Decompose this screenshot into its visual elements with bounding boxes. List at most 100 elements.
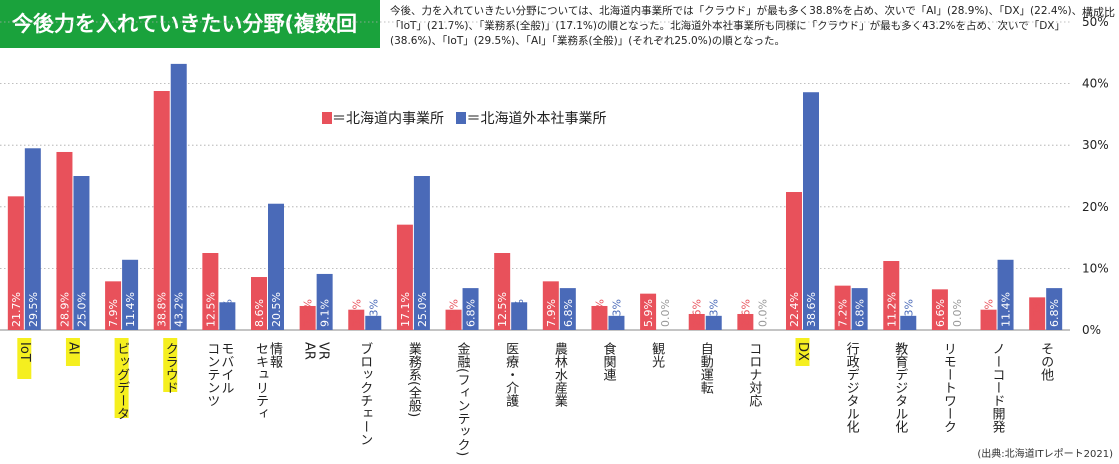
bar-series2 (365, 315, 382, 330)
value-label: 4.5% (221, 299, 234, 327)
source-note: (出典:北海道ITレポート2021) (977, 449, 1113, 460)
value-label: 6.8% (465, 299, 478, 327)
category-label: モバイル (218, 342, 234, 394)
bar-series1 (591, 305, 608, 330)
category-label: 自動運転 (698, 342, 714, 395)
bar-series1 (396, 224, 413, 330)
category-highlight (163, 338, 178, 392)
value-label: 3.3% (350, 299, 363, 327)
category-highlight (795, 338, 810, 366)
y-tick-label: 20% (1082, 200, 1109, 214)
bar-series2 (316, 273, 333, 330)
bar-series1 (688, 313, 705, 330)
value-label: 17.1% (399, 292, 412, 327)
value-label: 3.3% (983, 299, 996, 327)
category-label: DX (795, 342, 810, 361)
value-label: 9.1% (319, 299, 332, 327)
legend-label-series1: ＝北海道内事業所 (332, 111, 444, 127)
category-label: VR (316, 342, 331, 360)
category-highlight (65, 338, 80, 366)
category-label: ビッグデータ (114, 342, 130, 420)
category-label: AI (65, 342, 80, 355)
value-label: 12.5% (496, 292, 509, 327)
legend-swatch-series2 (456, 112, 467, 124)
value-label: 6.8% (854, 299, 867, 327)
category-label: ブロックチェーン (357, 341, 372, 446)
value-label: 5.9% (642, 299, 655, 327)
bar-series1 (251, 277, 267, 330)
category-label: 食関連 (600, 341, 616, 382)
bar-series2 (851, 288, 868, 330)
value-label: 11.4% (124, 292, 137, 327)
bar-series1 (737, 313, 754, 330)
category-label: クラウド (163, 342, 178, 394)
value-label: 2.3% (610, 299, 623, 327)
y-tick-label: 50% (1082, 15, 1109, 29)
value-label: 28.9% (58, 292, 71, 327)
bar-series1 (883, 261, 900, 330)
bar-series2 (803, 92, 819, 330)
value-label: 0.0% (951, 299, 964, 327)
bar-series2 (413, 176, 430, 330)
value-label: 3.3% (448, 299, 461, 327)
value-label: 7.2% (837, 299, 850, 327)
value-label: 11.4% (1000, 292, 1013, 327)
bar-series2 (170, 63, 187, 330)
value-label: 2.3% (367, 299, 380, 327)
category-label: 金融(フィンテック) (455, 341, 471, 456)
bar-series1 (834, 285, 851, 330)
value-label: 38.8% (156, 292, 169, 327)
category-label: 医療・介護 (503, 342, 519, 407)
description-text: 今後、力を入れていきたい分野については、北海道内事業所では「クラウド」が最も多く… (390, 5, 1083, 47)
bar-series1 (153, 90, 170, 330)
bar-series2 (511, 302, 528, 330)
value-label: 0.0% (659, 299, 672, 327)
value-label: 21.7% (10, 292, 23, 327)
bar-series1 (542, 281, 559, 330)
category-label: リモートワーク (941, 342, 956, 433)
category-label: AR (302, 342, 317, 360)
bar-series1 (202, 253, 219, 330)
value-label: 5.3% (1031, 299, 1044, 327)
category-highlight (17, 338, 32, 379)
value-label: 25.0% (75, 292, 88, 327)
legend-label-series2: ＝北海道外本社事業所 (466, 111, 607, 127)
value-label: 25.0% (416, 292, 429, 327)
value-label: 29.5% (27, 292, 40, 327)
value-label: 8.6% (253, 299, 266, 327)
category-label: IoT (17, 342, 32, 362)
category-label: その他 (1038, 342, 1054, 382)
value-label: 3.9% (302, 299, 315, 327)
bar-series2 (73, 176, 90, 330)
legend: ＝北海道内事業所 ＝北海道外本社事業所 (322, 108, 606, 128)
y-tick-label: 10% (1082, 261, 1109, 275)
value-label: 43.2% (173, 292, 186, 327)
category-highlight (114, 338, 129, 418)
bar-series2 (462, 288, 479, 330)
bar-series2 (997, 259, 1014, 330)
value-label: 4.5% (513, 299, 526, 327)
value-label: 7.9% (545, 299, 558, 327)
bar-series1 (980, 309, 997, 330)
value-label: 6.8% (562, 299, 575, 327)
bar-series1 (299, 305, 316, 330)
category-label: 業務系(全般) (406, 341, 422, 417)
bar-series1 (7, 196, 24, 330)
bar-series1 (931, 289, 948, 330)
bar-series2 (900, 315, 917, 330)
bar-series2 (268, 203, 284, 330)
bar-series2 (1046, 288, 1063, 330)
value-label: 6.8% (1048, 299, 1061, 327)
value-label: 6.6% (934, 299, 947, 327)
y-tick-label: 0% (1082, 323, 1101, 337)
bar-series1 (494, 253, 511, 330)
value-label: 2.3% (902, 299, 915, 327)
category-label: 行政デジタル化 (844, 342, 860, 434)
value-label: 3.9% (593, 299, 606, 327)
category-label: セキュリティ (253, 342, 269, 420)
category-label: 観光 (649, 342, 665, 368)
bar-series1 (640, 293, 657, 330)
category-label: 情報 (267, 342, 283, 368)
bar-series2 (122, 259, 139, 330)
